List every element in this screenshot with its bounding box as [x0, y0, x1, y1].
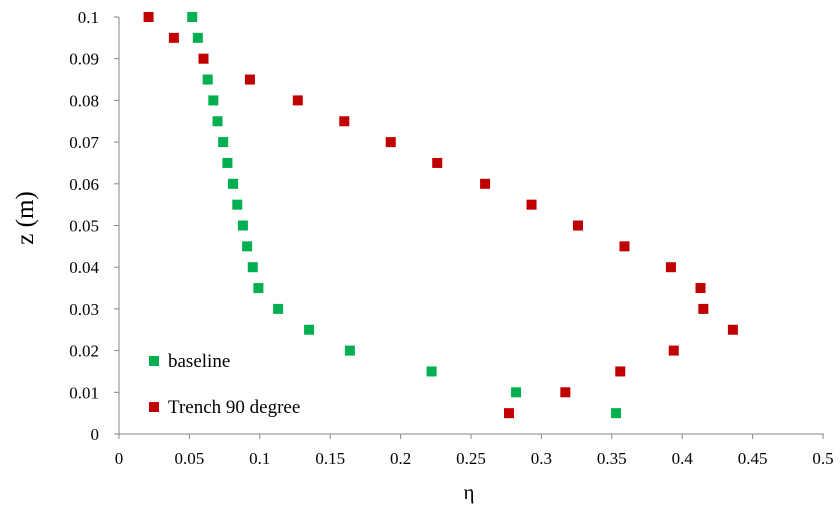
legend: baseline Trench 90 degree [149, 351, 300, 418]
y-tick-label: 0.05 [69, 217, 99, 236]
data-point [244, 74, 255, 85]
y-tick-label: 0.04 [69, 258, 99, 277]
data-point [695, 283, 706, 294]
data-point [208, 95, 219, 106]
data-point [292, 95, 303, 106]
data-point [339, 116, 350, 127]
data-point [222, 157, 233, 168]
data-point [504, 408, 515, 419]
data-point [426, 366, 437, 377]
data-points [143, 12, 738, 419]
data-point [526, 199, 537, 210]
data-point [665, 262, 676, 273]
x-tick-label: 0.4 [672, 449, 694, 468]
data-point [212, 116, 223, 127]
data-point [511, 387, 522, 398]
data-point [304, 324, 315, 335]
data-point [202, 74, 213, 85]
data-point [698, 303, 709, 314]
data-point [573, 220, 584, 231]
data-point [232, 199, 243, 210]
data-point [668, 345, 679, 356]
data-point [619, 241, 630, 252]
data-point [385, 137, 396, 148]
x-axis-title: η [464, 480, 475, 504]
data-point [218, 137, 229, 148]
x-tick-label: 0.3 [531, 449, 552, 468]
legend-marker [149, 402, 159, 412]
series-trench-90-degree [143, 12, 738, 419]
x-tick-label: 0.1 [249, 449, 270, 468]
y-tick-label: 0.09 [69, 50, 99, 69]
x-tick-label: 0.05 [175, 449, 205, 468]
data-point [273, 303, 284, 314]
data-point [198, 53, 209, 64]
x-tick-label: 0.15 [315, 449, 345, 468]
y-tick-label: 0.07 [69, 133, 99, 152]
data-point [253, 283, 264, 294]
x-tick-label: 0.45 [738, 449, 768, 468]
y-tick-label: 0.1 [78, 8, 99, 27]
y-tick-label: 0.02 [69, 342, 99, 361]
y-axis-title: z (m) [12, 191, 39, 244]
x-tick-label: 0.2 [390, 449, 411, 468]
y-tick-label: 0.08 [69, 91, 99, 110]
data-point [143, 12, 154, 22]
y-tick-label: 0.01 [69, 383, 99, 402]
data-point [187, 12, 198, 22]
y-tick-label: 0.03 [69, 300, 99, 319]
data-point [237, 220, 248, 231]
x-tick-label: 0.5 [812, 449, 833, 468]
data-point [432, 157, 443, 168]
tick-labels: 0 0.05 0.1 0.15 0.2 0.25 0.3 0.35 0.4 0.45 0.5 0 0.0… [69, 8, 833, 468]
x-tick-label: 0.35 [597, 449, 627, 468]
data-point [247, 262, 258, 273]
x-tick-label: 0 [115, 449, 124, 468]
y-tick-label: 0 [91, 425, 100, 444]
data-point [228, 178, 239, 189]
series-baseline [187, 12, 622, 419]
data-point [727, 324, 738, 335]
x-tick-label: 0.25 [456, 449, 486, 468]
data-point [611, 408, 622, 419]
data-point [615, 366, 626, 377]
data-point [168, 32, 179, 43]
data-point [344, 345, 355, 356]
y-tick-label: 0.06 [69, 175, 99, 194]
data-point [560, 387, 571, 398]
data-point [242, 241, 253, 252]
data-point [192, 32, 203, 43]
legend-marker [149, 356, 159, 366]
data-point [480, 178, 491, 189]
legend-label: Trench 90 degree [168, 397, 300, 418]
axes [114, 16, 824, 439]
legend-label: baseline [168, 351, 230, 372]
